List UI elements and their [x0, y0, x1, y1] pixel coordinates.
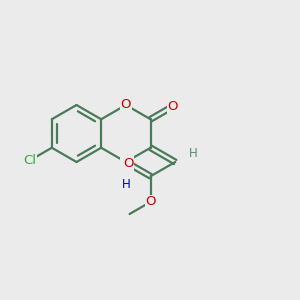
Text: N: N	[121, 155, 131, 169]
Text: O: O	[167, 100, 178, 113]
Text: Cl: Cl	[23, 154, 36, 167]
Text: O: O	[123, 157, 134, 170]
Text: O: O	[145, 195, 156, 208]
Text: O: O	[121, 98, 131, 112]
Text: H: H	[122, 178, 130, 191]
Text: H: H	[189, 147, 198, 160]
